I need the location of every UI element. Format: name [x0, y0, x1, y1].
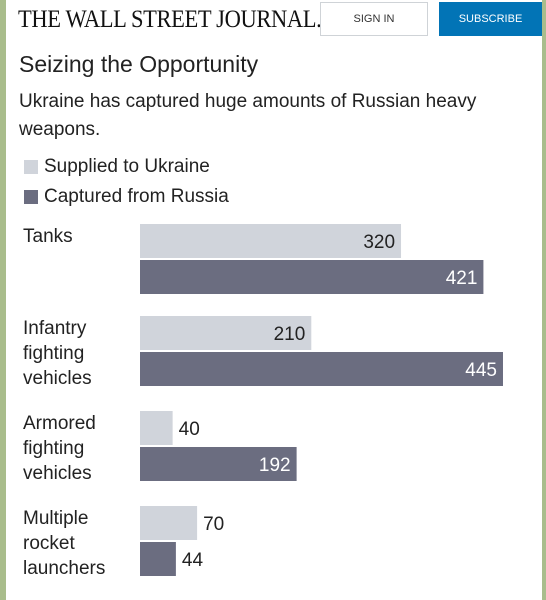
category-label: Tanks: [23, 226, 73, 247]
bar-chart: Tanks 320 421 Infantry fighting vehicles 210 44…: [23, 224, 503, 579]
legend-swatch-captured: [24, 190, 38, 204]
category-label: Armored fighting vehicles: [23, 413, 96, 484]
bar-captured: [140, 352, 503, 386]
bar-captured: [140, 447, 297, 481]
chart-title: Seizing the Opportunity: [19, 51, 259, 77]
bar-supplied: [140, 224, 402, 258]
subscribe-button[interactable]: SUBSCRIBE: [439, 2, 542, 36]
value-label: 192: [259, 455, 291, 476]
wsj-logo[interactable]: THE WALL STREET JOURNAL.: [18, 6, 322, 33]
article-frame: THE WALL STREET JOURNAL. SIGN IN SUBSCRI…: [6, 0, 542, 600]
bar-supplied: [140, 411, 173, 445]
value-label: 320: [363, 232, 395, 253]
value-label: 210: [274, 324, 306, 345]
legend-label-supplied: Supplied to Ukraine: [44, 156, 210, 177]
chart-subtitle: Ukraine has captured huge amounts of Rus…: [19, 91, 477, 140]
legend-label-captured: Captured from Russia: [44, 186, 229, 207]
legend-item-supplied: Supplied to Ukraine: [24, 152, 229, 182]
chart-legend: Supplied to Ukraine Captured from Russia: [24, 152, 229, 212]
bar-captured: [140, 260, 484, 294]
legend-item-captured: Captured from Russia: [24, 182, 229, 212]
value-label: 40: [179, 419, 200, 440]
legend-swatch-supplied: [24, 160, 38, 174]
sign-in-button[interactable]: SIGN IN: [320, 2, 428, 36]
bar-captured: [140, 542, 176, 576]
top-bar: THE WALL STREET JOURNAL. SIGN IN SUBSCRI…: [6, 0, 542, 40]
category-label: Multiple rocket launchers: [23, 508, 105, 579]
bar-supplied: [140, 316, 312, 350]
bar-supplied: [140, 506, 198, 540]
value-label: 70: [203, 514, 224, 535]
value-label: 421: [446, 268, 478, 289]
category-label: Infantry fighting vehicles: [23, 318, 92, 389]
value-label: 445: [465, 360, 497, 381]
value-label: 44: [182, 550, 204, 571]
